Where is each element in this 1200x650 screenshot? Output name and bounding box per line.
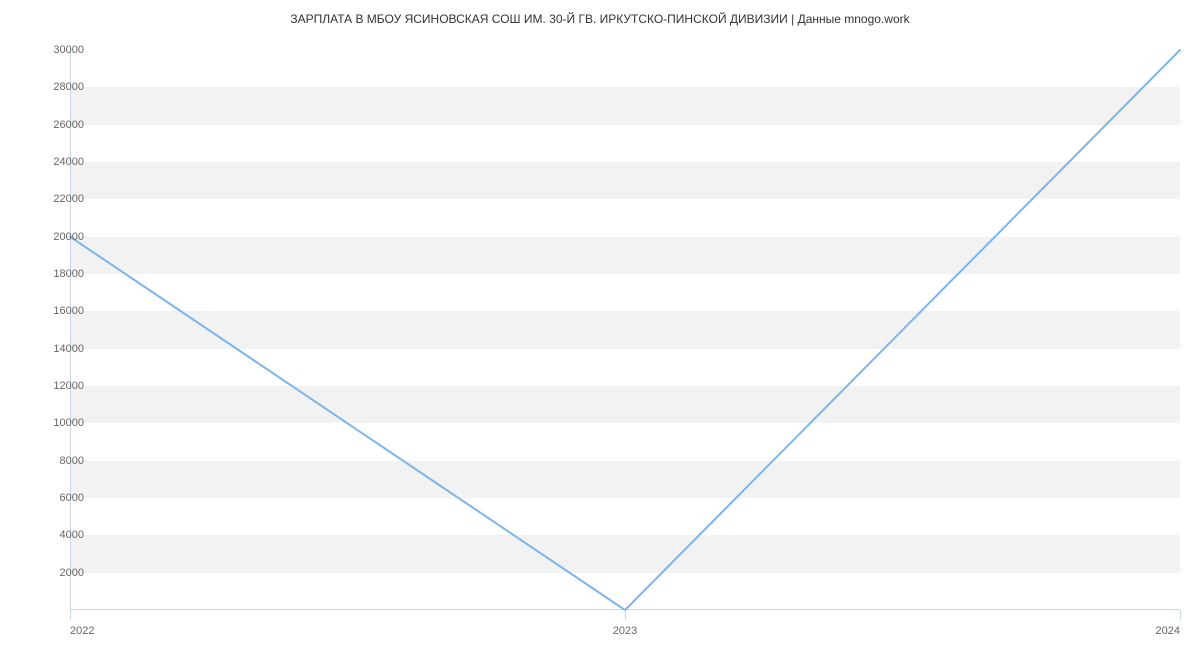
- x-tick-label: 2024: [1156, 625, 1180, 637]
- plot-area: [70, 50, 1180, 610]
- x-tick: [625, 610, 626, 620]
- y-tick-label: 14000: [24, 343, 84, 355]
- salary-line-chart: ЗАРПЛАТА В МБОУ ЯСИНОВСКАЯ СОШ ИМ. 30-Й …: [0, 0, 1200, 650]
- y-tick-label: 10000: [24, 417, 84, 429]
- y-tick-label: 20000: [24, 231, 84, 243]
- y-tick-label: 4000: [24, 529, 84, 541]
- y-tick-label: 28000: [24, 81, 84, 93]
- y-tick-label: 16000: [24, 305, 84, 317]
- y-tick-label: 12000: [24, 380, 84, 392]
- x-tick-label: 2022: [70, 625, 94, 637]
- y-tick-label: 26000: [24, 119, 84, 131]
- y-tick-label: 2000: [24, 567, 84, 579]
- y-tick-label: 22000: [24, 193, 84, 205]
- x-tick-label: 2023: [613, 625, 637, 637]
- x-tick: [1180, 610, 1181, 620]
- line-layer: [70, 50, 1180, 610]
- y-tick-label: 6000: [24, 492, 84, 504]
- chart-title: ЗАРПЛАТА В МБОУ ЯСИНОВСКАЯ СОШ ИМ. 30-Й …: [0, 12, 1200, 26]
- x-tick: [70, 610, 71, 620]
- y-tick-label: 8000: [24, 455, 84, 467]
- y-tick-label: 24000: [24, 156, 84, 168]
- y-tick-label: 30000: [24, 44, 84, 56]
- y-tick-label: 18000: [24, 268, 84, 280]
